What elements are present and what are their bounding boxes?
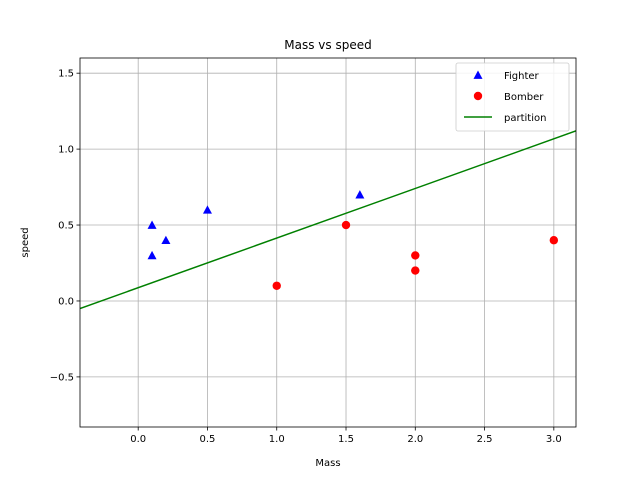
- x-tick-label: 2.0: [407, 434, 423, 445]
- x-tick-label: 1.5: [338, 434, 354, 445]
- y-tick-label: −0.5: [50, 372, 74, 383]
- legend-label-bomber: Bomber: [504, 92, 544, 103]
- x-tick-label: 0.5: [200, 434, 216, 445]
- plot-frame: [79, 57, 577, 428]
- legend-box: [455, 62, 570, 132]
- y-tick-label: 1.0: [58, 145, 74, 156]
- bomber-point: [411, 251, 420, 260]
- x-tick-label: 3.0: [546, 434, 562, 445]
- bomber-point: [411, 266, 420, 275]
- x-tick-label: 0.0: [130, 434, 146, 445]
- chart-title: Mass vs speed: [284, 38, 371, 52]
- legend-swatch-bomber: [473, 91, 483, 101]
- x-tick-label: 1.0: [269, 434, 285, 445]
- grid: [80, 58, 576, 427]
- partition-line: [80, 130, 576, 310]
- y-tick-label: 0.5: [58, 221, 74, 232]
- bomber-point: [549, 236, 559, 245]
- legend: Fighter Bomber partition: [455, 62, 570, 132]
- fighter-point: [147, 250, 157, 260]
- bomber-point: [272, 281, 281, 290]
- ticks: 0.0 0.5 1.0 1.5 2.0 2.5 3.0 −0.5 0.0 0.5 1.0 1.5: [50, 69, 562, 445]
- legend-label-partition: partition: [504, 113, 546, 124]
- partition-line-layer: [80, 130, 576, 310]
- points-layer: [147, 190, 559, 290]
- y-tick-label: 1.5: [58, 69, 74, 80]
- y-tick-label: 0.0: [58, 296, 74, 307]
- fighter-point: [161, 235, 171, 245]
- fighter-point: [355, 190, 365, 199]
- legend-swatch-fighter: [473, 70, 483, 79]
- x-axis-label: Mass: [315, 458, 340, 469]
- fighter-point: [202, 205, 212, 214]
- x-tick-label: 2.5: [477, 434, 493, 445]
- bomber-point: [341, 220, 351, 230]
- y-axis-label: speed: [20, 227, 31, 257]
- fighter-point: [147, 220, 157, 229]
- legend-label-fighter: Fighter: [504, 71, 540, 82]
